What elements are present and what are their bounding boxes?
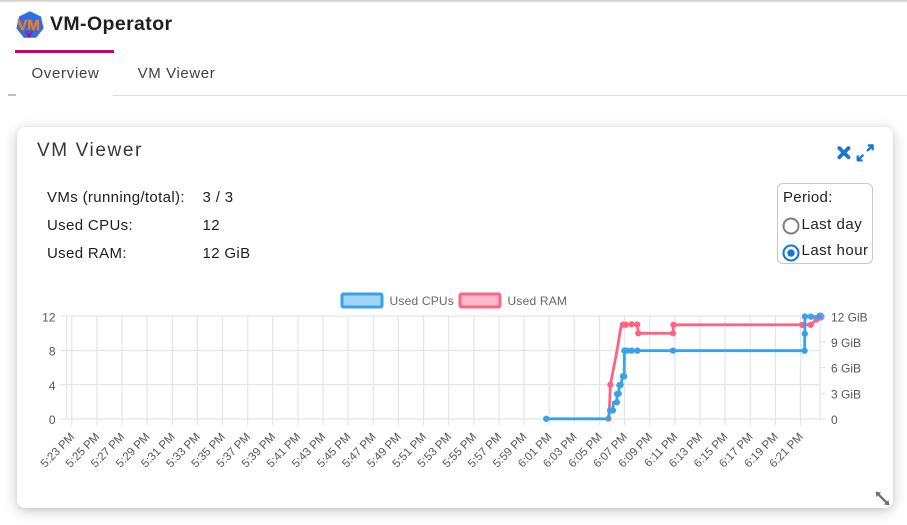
svg-text:0: 0 — [831, 413, 838, 427]
svg-text:Used RAM: Used RAM — [508, 294, 568, 308]
svg-text:12 GiB: 12 GiB — [831, 310, 868, 324]
svg-text:Used CPUs: Used CPUs — [390, 294, 454, 308]
svg-text:4: 4 — [49, 379, 56, 393]
svg-text:0: 0 — [49, 413, 56, 427]
svg-text:3 GiB: 3 GiB — [831, 387, 861, 401]
svg-text:8: 8 — [49, 345, 56, 359]
svg-text:9 GiB: 9 GiB — [831, 336, 861, 350]
svg-text:12: 12 — [42, 310, 56, 324]
svg-text:VM: VM — [17, 17, 40, 34]
svg-text:6 GiB: 6 GiB — [831, 362, 861, 376]
